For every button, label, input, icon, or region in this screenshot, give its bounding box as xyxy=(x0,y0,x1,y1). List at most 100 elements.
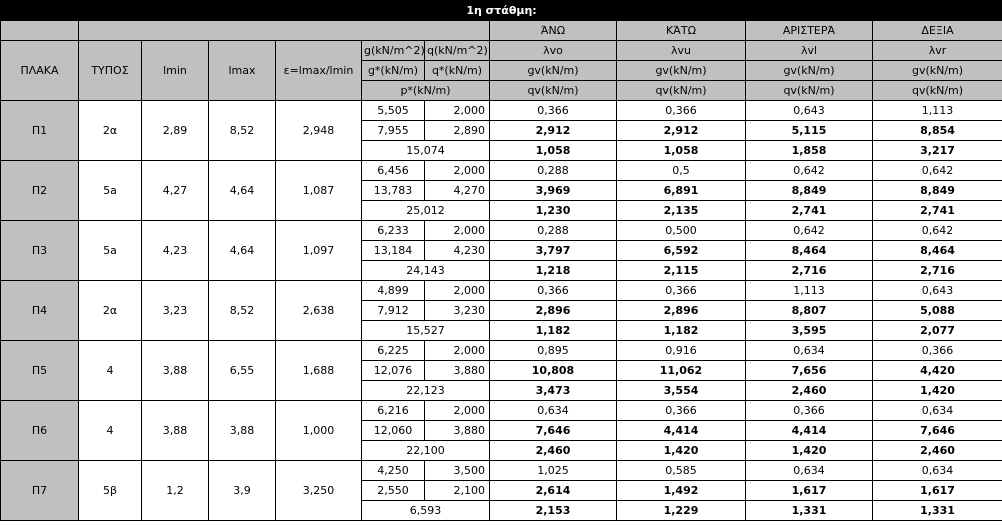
qv-cell: 1,182 xyxy=(489,320,617,341)
lmax-cell: 8,52 xyxy=(208,100,276,161)
g-cell: 6,456 xyxy=(361,160,425,181)
lambda-cell: 0,916 xyxy=(616,340,746,361)
ratio-cell: 1,097 xyxy=(275,220,362,281)
lambda-cell: 0,634 xyxy=(871,400,1002,421)
q-cell: 2,000 xyxy=(424,340,490,361)
gv-cell: 7,656 xyxy=(745,360,873,381)
qv-cell: 2,135 xyxy=(616,200,746,221)
qv-cell: 2,077 xyxy=(871,320,1002,341)
type-cell: 2α xyxy=(78,280,142,341)
header-dir-bottom: ΚΆΤΩ xyxy=(616,20,746,41)
ratio-cell: 1,087 xyxy=(275,160,362,221)
gv-cell: 1,617 xyxy=(871,480,1002,501)
table-row: Π1 2α 2,89 8,52 2,948 5,505 2,000 0,366 0,366 0,6… xyxy=(0,100,1002,161)
lambda-cell: 0,366 xyxy=(871,340,1002,361)
qv-cell: 2,741 xyxy=(871,200,1002,221)
header-lmin: lmin xyxy=(141,40,209,101)
q-cell: 3,500 xyxy=(424,460,490,481)
qv-cell: 3,595 xyxy=(745,320,873,341)
ratio-cell: 2,948 xyxy=(275,100,362,161)
gstar-cell: 7,912 xyxy=(361,300,425,321)
pstar-cell: 6,593 xyxy=(361,500,490,521)
lambda-cell: 0,288 xyxy=(489,160,617,181)
lmax-cell: 6,55 xyxy=(208,340,276,401)
header-qstar: q*(kN/m) xyxy=(424,60,490,81)
plate-cell: Π4 xyxy=(0,280,79,341)
qv-cell: 1,058 xyxy=(616,140,746,161)
pstar-cell: 25,012 xyxy=(361,200,490,221)
gv-cell: 3,969 xyxy=(489,180,617,201)
g-cell: 5,505 xyxy=(361,100,425,121)
table-row: 15,527 1,182 1,182 3,595 2,077 xyxy=(1,320,1002,341)
header-lmax: lmax xyxy=(208,40,276,101)
table-row: 12,076 3,880 10,808 11,062 7,656 4,420 xyxy=(1,360,1002,381)
gstar-cell: 13,783 xyxy=(361,180,425,201)
gstar-cell: 2,550 xyxy=(361,480,425,501)
qv-cell: 1,230 xyxy=(489,200,617,221)
qv-cell: 2,741 xyxy=(745,200,873,221)
q-cell: 2,000 xyxy=(424,400,490,421)
lambda-cell: 0,634 xyxy=(745,340,873,361)
table-row: Π5 4 3,88 6,55 1,688 6,225 2,000 0,895 0,916 0,63… xyxy=(0,340,1002,401)
table-row: 22,100 2,460 1,420 1,420 2,460 xyxy=(1,440,1002,461)
lambda-cell: 0,642 xyxy=(871,160,1002,181)
table-row: 13,783 4,270 3,969 6,891 8,849 8,849 xyxy=(1,180,1002,201)
gv-cell: 1,492 xyxy=(616,480,746,501)
header-plate: ΠΛΑΚΑ xyxy=(0,40,79,101)
gv-cell: 8,849 xyxy=(871,180,1002,201)
header-gv-bottom: gv(kN/m) xyxy=(616,60,746,81)
lambda-cell: 0,643 xyxy=(745,100,873,121)
qv-cell: 3,554 xyxy=(616,380,746,401)
qv-cell: 1,182 xyxy=(616,320,746,341)
gstar-cell: 12,076 xyxy=(361,360,425,381)
qv-cell: 1,229 xyxy=(616,500,746,521)
lambda-cell: 0,366 xyxy=(489,100,617,121)
qv-cell: 1,858 xyxy=(745,140,873,161)
qv-cell: 1,420 xyxy=(745,440,873,461)
lambda-cell: 0,634 xyxy=(871,460,1002,481)
header-pstar: p*(kN/m) xyxy=(361,80,490,101)
lambda-cell: 0,366 xyxy=(745,400,873,421)
qstar-cell: 2,890 xyxy=(424,120,490,141)
lambda-cell: 0,634 xyxy=(489,400,617,421)
gv-cell: 1,617 xyxy=(745,480,873,501)
qv-cell: 1,058 xyxy=(489,140,617,161)
pstar-cell: 15,527 xyxy=(361,320,490,341)
qv-cell: 2,115 xyxy=(616,260,746,281)
qstar-cell: 3,880 xyxy=(424,360,490,381)
lmax-cell: 3,88 xyxy=(208,400,276,461)
q-cell: 2,000 xyxy=(424,220,490,241)
qv-cell: 1,420 xyxy=(616,440,746,461)
lmax-cell: 4,64 xyxy=(208,160,276,221)
header-dir-left: ΑΡΙΣΤΕΡΆ xyxy=(745,20,873,41)
qv-cell: 1,420 xyxy=(871,380,1002,401)
gv-cell: 2,896 xyxy=(616,300,746,321)
lambda-cell: 0,642 xyxy=(745,160,873,181)
header-gstar: g*(kN/m) xyxy=(361,60,425,81)
gv-cell: 4,414 xyxy=(616,420,746,441)
pstar-cell: 15,074 xyxy=(361,140,490,161)
header-gv-left: gv(kN/m) xyxy=(745,60,873,81)
lambda-cell: 0,642 xyxy=(871,220,1002,241)
gv-cell: 6,891 xyxy=(616,180,746,201)
gv-cell: 8,849 xyxy=(745,180,873,201)
lambda-cell: 0,366 xyxy=(616,100,746,121)
lmax-cell: 8,52 xyxy=(208,280,276,341)
g-cell: 4,250 xyxy=(361,460,425,481)
table-row: 6,593 2,153 1,229 1,331 1,331 xyxy=(1,500,1002,521)
qv-cell: 2,716 xyxy=(745,260,873,281)
qv-cell: 2,460 xyxy=(745,380,873,401)
type-cell: 5β xyxy=(78,460,142,521)
plate-cell: Π5 xyxy=(0,340,79,401)
header-row-3: g*(kN/m) q*(kN/m) gv(kN/m) gv(kN/m) gv(k… xyxy=(1,60,1002,81)
header-gv-top: gv(kN/m) xyxy=(489,60,617,81)
qv-cell: 2,460 xyxy=(871,440,1002,461)
header-qv-bottom: qv(kN/m) xyxy=(616,80,746,101)
q-cell: 2,000 xyxy=(424,280,490,301)
gv-cell: 2,896 xyxy=(489,300,617,321)
qstar-cell: 4,230 xyxy=(424,240,490,261)
type-cell: 5a xyxy=(78,220,142,281)
gv-cell: 4,420 xyxy=(871,360,1002,381)
g-cell: 6,216 xyxy=(361,400,425,421)
lambda-cell: 1,025 xyxy=(489,460,617,481)
